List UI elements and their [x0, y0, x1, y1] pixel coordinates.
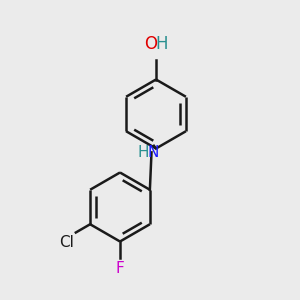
Text: N: N: [147, 145, 159, 160]
Text: O: O: [144, 35, 157, 53]
Text: F: F: [116, 261, 124, 276]
Text: H: H: [155, 35, 168, 53]
Text: Cl: Cl: [59, 235, 74, 250]
Text: H: H: [137, 145, 149, 160]
